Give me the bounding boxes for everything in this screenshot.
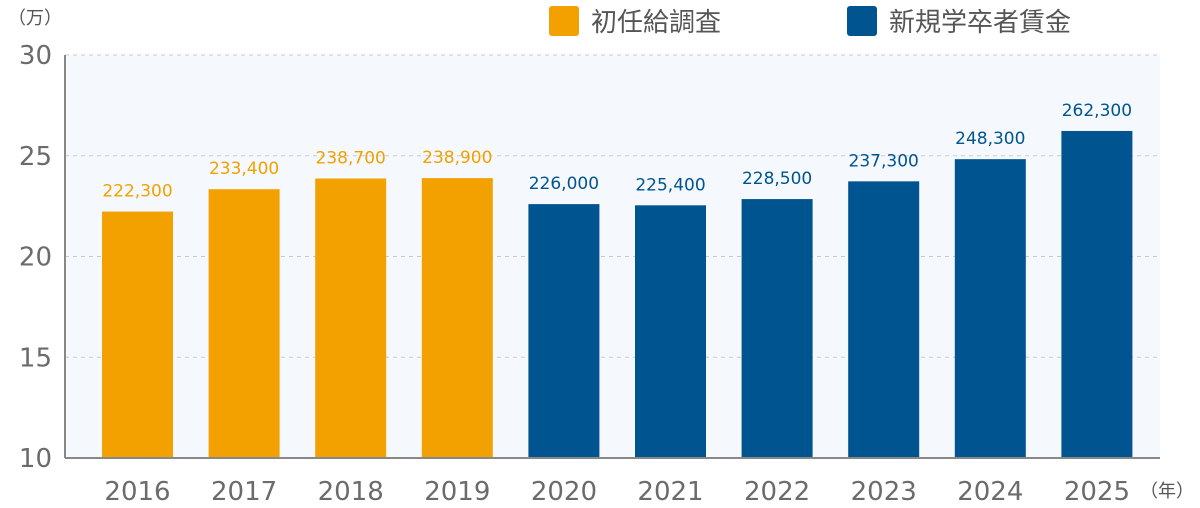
x-tick-label-2017: 2017: [211, 477, 277, 507]
x-tick-label-2024: 2024: [957, 477, 1023, 507]
x-tick-label-2020: 2020: [531, 477, 597, 507]
bar-2021: [635, 205, 706, 458]
x-tick-label-2018: 2018: [318, 477, 384, 507]
legend: 初任給調査 新規学卒者賃金: [549, 6, 1071, 38]
y-tick-label: 15: [19, 343, 52, 373]
bar-value-label-2025: 262,300: [1062, 101, 1132, 121]
bar-value-label-2024: 248,300: [955, 129, 1025, 149]
bar-2022: [741, 199, 813, 458]
bar-value-label-2020: 226,000: [529, 174, 599, 194]
y-tick-label: 20: [19, 243, 52, 273]
x-tick-label-2016: 2016: [104, 477, 170, 507]
bar-2024: [954, 159, 1026, 458]
x-tick-label-2025: 2025: [1064, 477, 1130, 507]
legend-swatch: [549, 6, 579, 36]
x-unit-label: （年）: [1140, 481, 1194, 502]
bar-value-label-2018: 238,700: [316, 149, 386, 169]
bar-2016: [102, 211, 173, 458]
bar-value-label-2019: 238,900: [422, 148, 492, 168]
x-axis-ticks: 2016 2017 2018 2019 2020 2021 2022 2023 2024 2025: [104, 477, 1130, 507]
value-labels: 222,300 233,400 238,700 238,900 226,000 225,4…: [102, 101, 1132, 202]
bar-2017: [208, 189, 280, 458]
x-tick-label-2023: 2023: [851, 477, 917, 507]
y-unit-label: （万）: [8, 8, 62, 29]
bar-value-label-2022: 228,500: [742, 169, 812, 189]
x-tick-label-2022: 2022: [744, 477, 810, 507]
bar-2023: [848, 181, 920, 458]
bars: [102, 130, 1133, 458]
bar-value-label-2023: 237,300: [849, 151, 919, 171]
y-tick-label: 25: [19, 142, 52, 172]
bar-value-label-2021: 225,400: [635, 175, 705, 195]
legend-swatch: [847, 6, 877, 36]
bar-value-label-2017: 233,400: [209, 159, 279, 179]
y-tick-label: 30: [19, 41, 52, 71]
x-tick-label-2019: 2019: [424, 477, 490, 507]
legend-label: 初任給調査: [591, 8, 721, 38]
y-tick-label: 10: [19, 444, 52, 474]
legend-label: 新規学卒者賃金: [889, 8, 1071, 38]
bar-2020: [528, 204, 600, 458]
bar-2019: [421, 178, 493, 458]
bar-2025: [1061, 130, 1133, 458]
y-axis-ticks: 10 15 20 25 30: [19, 41, 52, 474]
bar-value-label-2016: 222,300: [102, 182, 172, 202]
bar-2018: [315, 178, 387, 458]
x-tick-label-2021: 2021: [637, 477, 703, 507]
